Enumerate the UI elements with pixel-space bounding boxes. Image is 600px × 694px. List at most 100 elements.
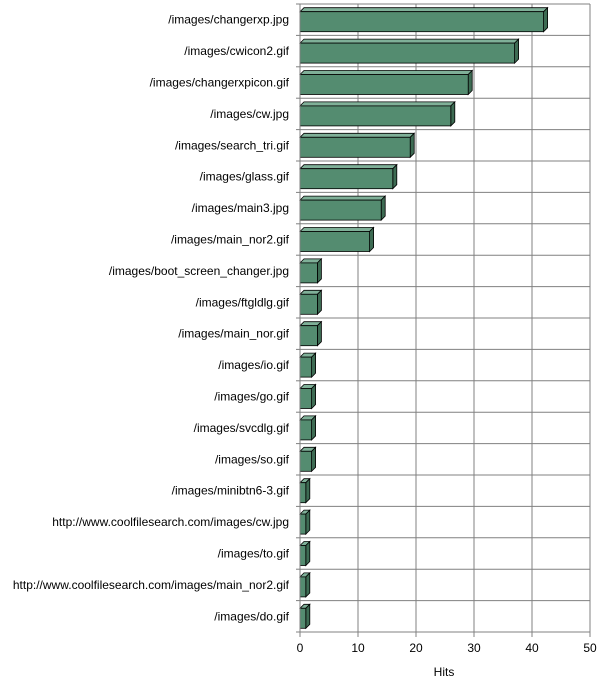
bar-front-face [299,105,452,127]
bar-side-face [311,383,317,410]
category-label: /images/main_nor2.gif [171,233,290,247]
bar-side-face [467,69,473,96]
bar-side-face [311,446,317,473]
category-label: /images/go.gif [214,390,289,404]
x-tick-label: 0 [297,641,304,655]
bar-side-face [316,257,322,284]
category-label: http://www.coolfilesearch.com/images/mai… [13,578,290,592]
bar-front-face [299,199,382,221]
bar-top-face [299,38,520,44]
grid-lines [299,3,591,633]
bar [299,571,311,598]
category-label: /images/changerxpicon.gif [150,76,290,90]
bar [299,132,416,159]
x-tick-label: 50 [583,641,597,655]
bar-side-face [305,477,311,504]
x-tick-label: 40 [525,641,539,655]
bar [299,100,456,127]
bar-side-face [409,132,415,159]
bar-front-face [299,513,307,535]
x-tick-label: 10 [351,641,365,655]
bar [299,603,311,630]
category-labels: /images/changerxp.jpg/images/cwicon2.gif… [13,13,290,624]
bar [299,6,549,33]
category-label: /images/so.gif [215,452,290,466]
bar [299,383,317,410]
category-label: /images/do.gif [214,609,289,623]
bar-side-face [380,195,386,222]
bar [299,38,520,65]
bar-top-face [299,70,474,75]
x-axis-title: Hits [434,665,455,679]
bar-top-face [299,164,398,170]
bar-front-face [299,607,307,629]
bar [299,289,323,316]
bar-side-face [316,289,322,316]
bar-side-face [392,163,398,190]
bar [299,69,474,96]
bar-front-face [299,262,318,284]
category-label: /images/changerxp.jpg [168,13,289,27]
bar [299,257,323,284]
bar-top-face [299,101,456,107]
bar [299,320,323,347]
bar-front-face [299,42,516,64]
category-label: /images/ftgldlg.gif [196,295,290,309]
category-label: /images/to.gif [218,547,290,561]
bar-front-face [299,576,307,598]
bar [299,414,317,441]
category-label: /images/main_nor.gif [178,327,289,341]
bar-front-face [299,419,313,441]
axes [296,3,591,637]
bar-front-face [299,325,318,347]
bar-side-face [311,352,317,379]
bar-front-face [299,450,313,472]
bar-top-face [299,195,387,201]
category-label: http://www.coolfilesearch.com/images/cw.… [52,515,289,529]
bar-front-face [299,482,307,504]
bar-front-face [299,74,469,95]
bar-side-face [316,320,322,347]
bar-side-face [305,571,311,598]
bar-side-face [311,414,317,441]
category-label: /images/cwicon2.gif [184,44,289,58]
bar-front-face [299,11,545,33]
bar-side-face [369,226,375,253]
category-label: /images/io.gif [218,358,289,372]
bar [299,540,311,567]
category-label: /images/search_tri.gif [175,138,290,152]
bar [299,509,311,536]
bar-top-face [299,7,549,13]
bar-front-face [299,231,370,252]
bar-side-face [305,540,311,567]
bar-front-face [299,545,307,566]
bar [299,352,317,379]
bar-top-face [299,227,375,232]
category-label: /images/cw.jpg [210,107,289,121]
bar-front-face [299,293,318,315]
category-label: /images/svcdlg.gif [194,421,290,435]
tick-labels: 0 10 20 30 40 50 [297,641,597,655]
bar-front-face [299,136,411,158]
bar-front-face [299,356,313,378]
bar-side-face [305,509,311,536]
bar-side-face [305,603,311,630]
bar-front-face [299,168,394,190]
bar-side-face [450,100,456,127]
category-label: /images/boot_screen_changer.jpg [109,264,289,278]
category-label: /images/glass.gif [200,170,290,184]
bar-side-face [543,6,548,33]
bar-side-face [514,38,519,65]
bar-series [299,6,549,630]
x-tick-label: 20 [409,641,423,655]
x-tick-label: 30 [467,641,481,655]
bar-top-face [299,132,416,138]
bar [299,446,317,473]
bar-front-face [299,388,313,409]
category-label: /images/minibtn6-3.gif [172,484,290,498]
category-label: /images/main3.jpg [192,201,289,215]
bar [299,477,311,504]
bar [299,226,375,253]
bar [299,163,398,190]
